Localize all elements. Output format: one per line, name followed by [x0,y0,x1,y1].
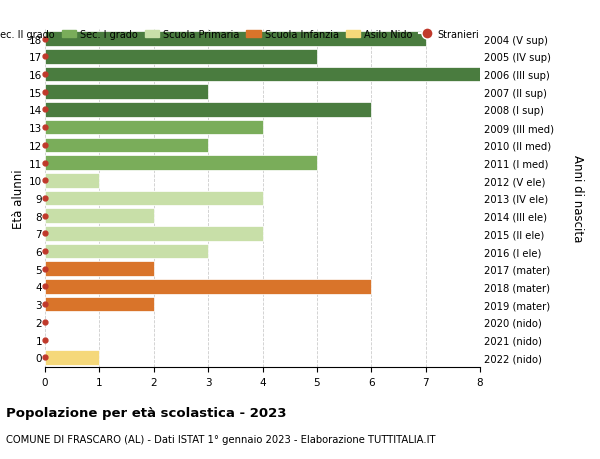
Bar [45,138,208,153]
Y-axis label: Anni di nascita: Anni di nascita [571,155,584,242]
Bar [45,67,480,82]
Bar [45,191,263,206]
Bar [45,32,425,47]
Text: COMUNE DI FRASCARO (AL) - Dati ISTAT 1° gennaio 2023 - Elaborazione TUTTITALIA.I: COMUNE DI FRASCARO (AL) - Dati ISTAT 1° … [6,434,436,444]
Bar [45,262,154,276]
Y-axis label: Età alunni: Età alunni [12,169,25,228]
Bar [45,174,100,188]
Bar [45,297,154,312]
Bar [45,121,263,135]
Bar [45,103,371,118]
Bar [45,209,154,224]
Legend: Sec. II grado, Sec. I grado, Scuola Primaria, Scuola Infanzia, Asilo Nido, Stran: Sec. II grado, Sec. I grado, Scuola Prim… [0,30,479,40]
Bar [45,244,208,259]
Text: Popolazione per età scolastica - 2023: Popolazione per età scolastica - 2023 [6,406,287,419]
Bar [45,156,317,170]
Bar [45,350,100,365]
Bar [45,50,317,64]
Bar [45,227,263,241]
Bar [45,85,208,100]
Bar [45,280,371,294]
